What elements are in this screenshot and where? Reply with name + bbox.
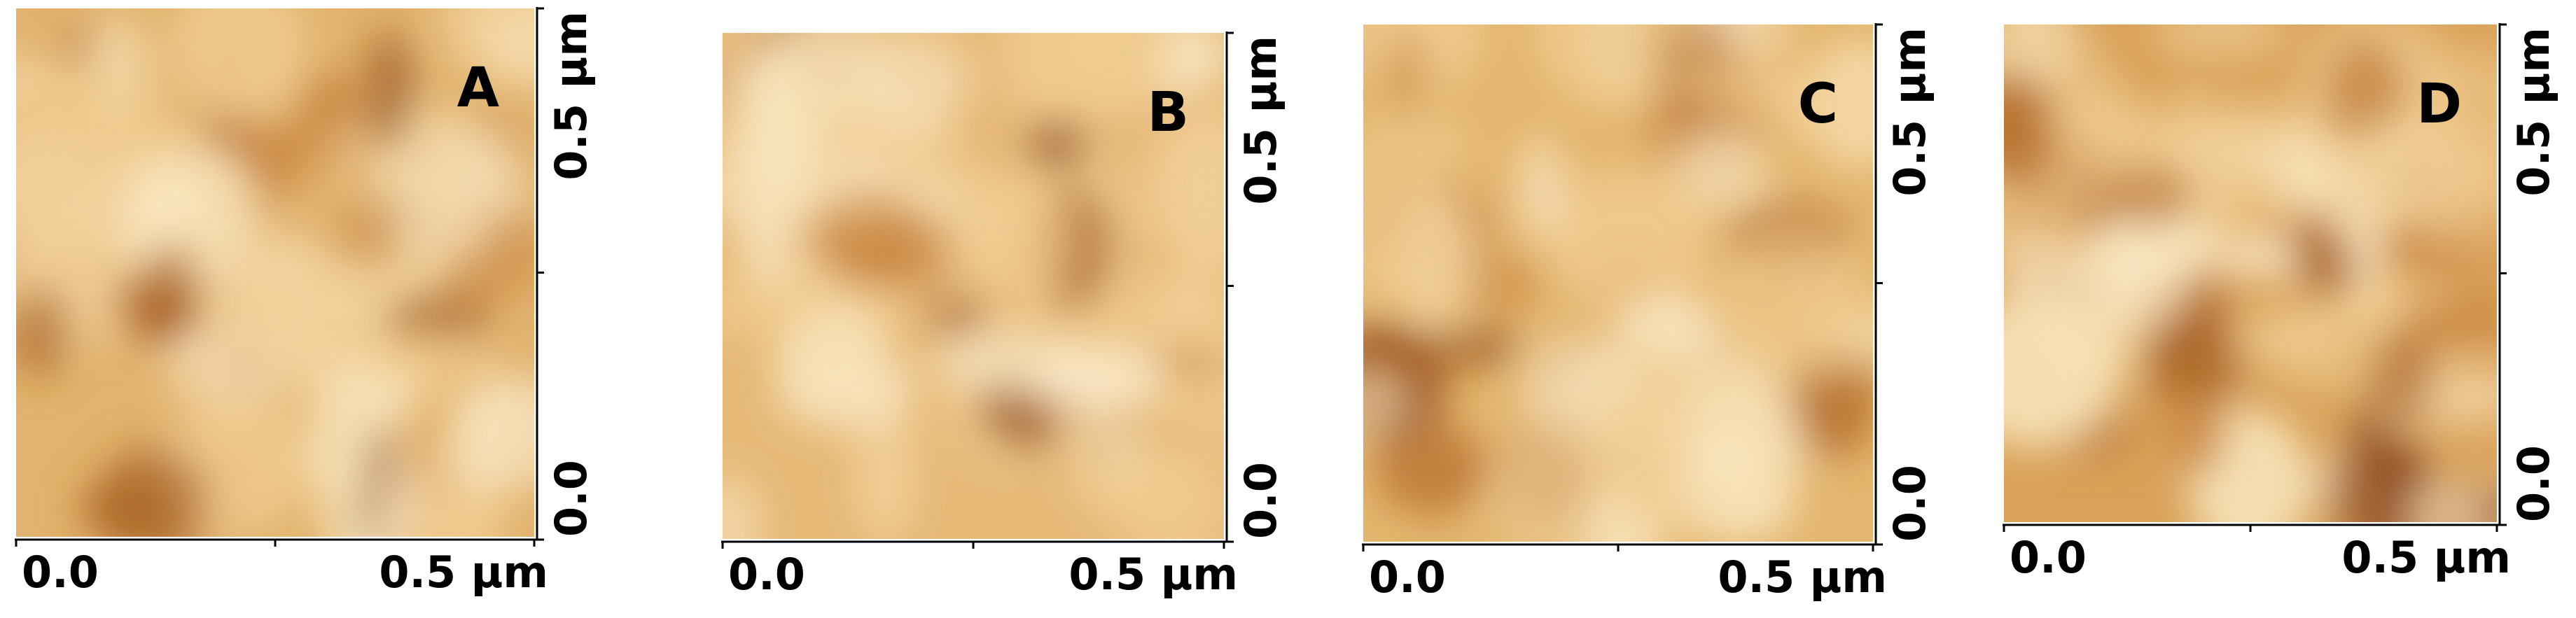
grain (1374, 422, 1488, 517)
afm-image (1363, 24, 1873, 542)
grain (739, 83, 827, 208)
grain (1363, 107, 1475, 185)
grain (169, 8, 309, 121)
panel-label: D (2416, 73, 2462, 136)
x-tick-label: 0.5 μm (2341, 532, 2511, 583)
grain (2150, 24, 2290, 58)
grain (141, 243, 201, 346)
grain (2402, 295, 2497, 340)
grain (2004, 299, 2118, 448)
grain (1024, 118, 1089, 172)
grain (452, 374, 534, 489)
y-tick-label: 0.5 μm (545, 11, 597, 181)
afm-image (16, 8, 534, 537)
grain (1711, 223, 1872, 388)
grain (16, 55, 63, 101)
grain (1456, 258, 1544, 311)
grain (2297, 236, 2358, 300)
grain (741, 201, 793, 282)
panel-label: A (457, 57, 499, 120)
grain (2404, 482, 2489, 522)
grain (1055, 405, 1099, 462)
grain (2143, 314, 2246, 409)
grain (1685, 430, 1754, 480)
grain (813, 188, 921, 288)
grain (1545, 167, 1709, 314)
grain (377, 111, 506, 264)
afm-panel: 0.0 0.5 μm 0.0 0.5 μm A (15, 7, 597, 598)
texture (1363, 24, 1873, 542)
grain (963, 162, 1075, 316)
grain (1671, 130, 1769, 212)
x-tick-label: 0.0 (2010, 532, 2087, 583)
grain (1382, 31, 1428, 122)
y-tick-label: 0.0 (1235, 462, 1286, 539)
panel-label: B (1148, 81, 1189, 144)
texture (2004, 24, 2497, 522)
afm-image (2004, 24, 2497, 522)
afm-panel: 0.0 0.5 μm 0.0 0.5 μm C (1362, 23, 1935, 603)
afm-image (723, 33, 1224, 539)
grain (2049, 42, 2126, 206)
x-tick-label: 0.0 (1369, 552, 1446, 603)
grain (484, 8, 534, 90)
x-tick-label: 0.5 μm (379, 547, 548, 598)
grain (854, 395, 917, 539)
grain (723, 290, 819, 334)
x-tick-label: 0.0 (728, 549, 805, 600)
y-tick-label: 0.5 μm (1235, 36, 1286, 205)
grain (1386, 188, 1475, 328)
grain (1517, 135, 1564, 240)
texture (16, 8, 534, 537)
grain (405, 479, 503, 537)
grain (2035, 214, 2087, 258)
x-tick-label: 0.5 μm (1068, 549, 1238, 600)
afm-panel: 0.0 0.5 μm 0.0 0.5 μm D (2003, 23, 2559, 583)
grain (1608, 447, 1667, 519)
grain (723, 474, 763, 539)
grain (363, 29, 416, 151)
grain (775, 302, 889, 401)
grain (1363, 370, 1410, 436)
x-tick-label: 0.0 (22, 547, 99, 598)
grain (2004, 73, 2061, 184)
grain (2107, 162, 2193, 230)
grain (304, 66, 353, 132)
grain (2167, 400, 2227, 477)
grain (306, 360, 379, 517)
grain (1028, 33, 1175, 119)
grain (52, 106, 195, 162)
y-tick-label: 0.0 (2508, 445, 2559, 522)
y-tick-label: 0.0 (1884, 465, 1935, 542)
grain (16, 287, 71, 378)
y-tick-label: 0.5 μm (2508, 27, 2559, 197)
grain (1038, 361, 1157, 405)
y-tick-label: 0.5 μm (1884, 27, 1935, 197)
grain (1525, 333, 1631, 416)
grain (2372, 325, 2434, 426)
y-tick-label: 0.0 (545, 460, 597, 537)
grain (2339, 118, 2473, 223)
x-tick-label: 0.5 μm (1718, 552, 1887, 603)
grain (1580, 24, 1652, 97)
grain (354, 329, 499, 385)
grain (94, 444, 210, 537)
grain (1075, 471, 1224, 521)
grain (1144, 108, 1224, 269)
grain (1492, 428, 1614, 542)
grain (230, 253, 370, 385)
grain (1426, 324, 1524, 370)
texture (723, 33, 1224, 539)
afm-panel: 0.0 0.5 μm 0.0 0.5 μm B (721, 31, 1286, 600)
grain (1675, 51, 1820, 112)
panel-label: C (1798, 73, 1838, 136)
